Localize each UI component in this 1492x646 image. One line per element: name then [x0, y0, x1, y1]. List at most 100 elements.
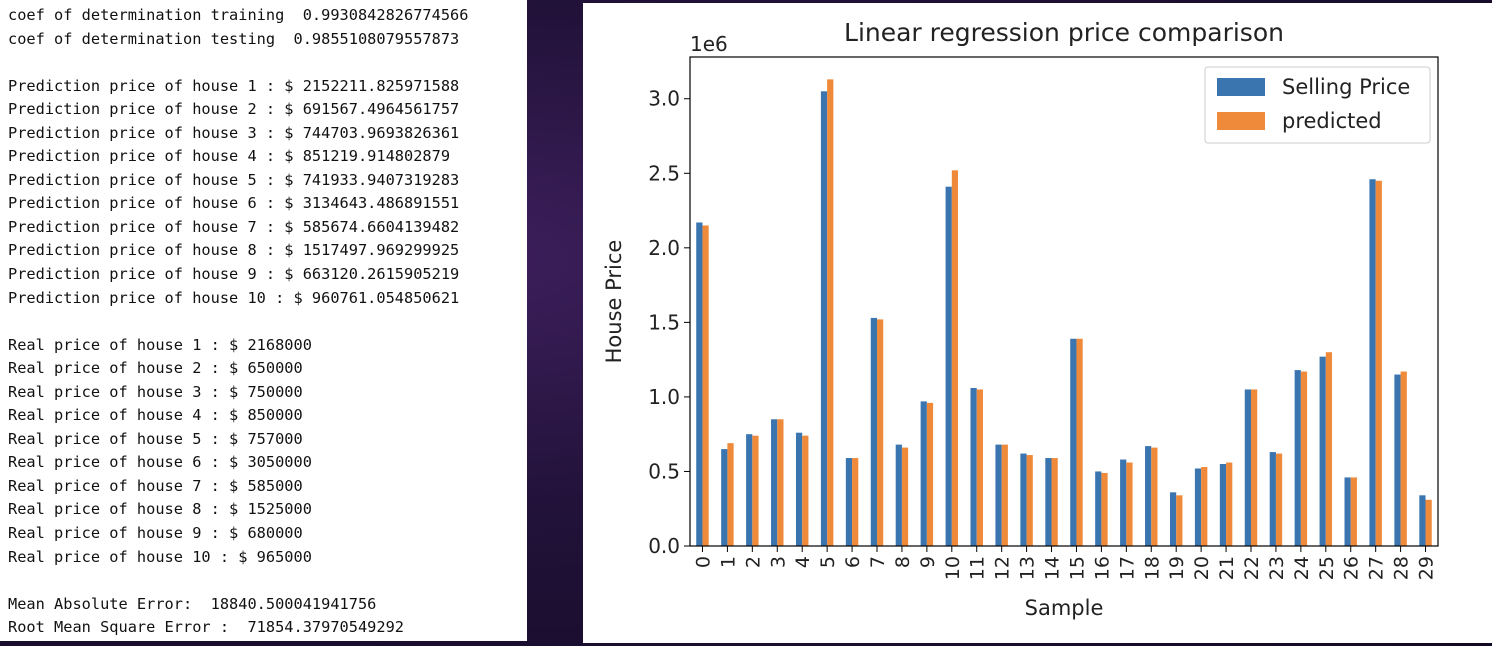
legend-label: Selling Price: [1282, 75, 1410, 99]
bar-selling-price-21: [1219, 464, 1227, 546]
x-tick-label: 26: [1341, 556, 1363, 580]
bar-selling-price-13: [1020, 453, 1027, 546]
x-tick-label: 24: [1291, 556, 1313, 580]
bar-predicted-2: [752, 435, 759, 546]
bar-selling-price-25: [1319, 356, 1326, 546]
bar-selling-price-19: [1169, 492, 1177, 546]
y-tick-label: 1.5: [648, 310, 680, 334]
x-axis-label: Sample: [1025, 596, 1104, 620]
bar-predicted-7: [877, 319, 884, 546]
bar-predicted-26: [1350, 477, 1357, 546]
real-price-line: Real price of house 3 : $ 750000: [8, 382, 303, 401]
bar-selling-price-2: [746, 434, 753, 546]
bar-selling-price-23: [1269, 452, 1276, 546]
bar-selling-price-11: [970, 387, 977, 546]
blank-line: [8, 310, 527, 334]
bar-predicted-9: [926, 402, 934, 546]
bar-predicted-6: [852, 458, 859, 546]
x-tick-label: 25: [1316, 556, 1338, 580]
bar-selling-price-7: [870, 317, 877, 546]
y-tick-label: 0.0: [648, 534, 680, 558]
console-output: coef of determination training 0.9930842…: [0, 0, 527, 641]
legend-swatch-predicted: [1217, 112, 1265, 130]
bar-predicted-4: [802, 435, 809, 546]
legend-label: predicted: [1282, 109, 1382, 133]
bar-selling-price-0: [696, 222, 703, 547]
y-tick-label: 2.5: [648, 161, 680, 185]
bar-predicted-27: [1375, 180, 1382, 547]
bar-selling-price-16: [1095, 471, 1102, 546]
real-price-line: Real price of house 8 : $ 1525000: [8, 500, 312, 519]
bar-selling-price-8: [895, 444, 902, 546]
bar-selling-price-14: [1045, 458, 1052, 546]
bar-predicted-25: [1325, 352, 1333, 546]
bar-selling-price-15: [1070, 338, 1077, 546]
chart-panel: 0.0 0.5 1.0 1.5 2.0 2.5 3.0 0 1 2 3 4 5 6 7 8 9 10 11 12 13 1…: [583, 3, 1492, 643]
x-tick-label: 7: [867, 556, 889, 568]
x-tick-label: 14: [1042, 556, 1064, 580]
x-tick-label: 8: [892, 556, 914, 568]
y-tick-label: 1.0: [648, 385, 680, 409]
bar-predicted-24: [1300, 371, 1308, 546]
bar-selling-price-22: [1244, 389, 1251, 546]
x-tick-label: 5: [817, 556, 839, 568]
bar-predicted-23: [1275, 453, 1283, 546]
prediction-line: Prediction price of house 8 : $ 1517497.…: [8, 241, 460, 260]
x-tick-label: 15: [1066, 556, 1088, 580]
bar-predicted-28: [1400, 371, 1407, 546]
bar-predicted-3: [777, 419, 784, 546]
metric-line: coef of determination training 0.9930842…: [8, 6, 469, 24]
x-tick-label: 6: [842, 556, 864, 568]
real-price-line: Real price of house 7 : $ 585000: [8, 476, 303, 495]
y-tick-label: 0.5: [648, 459, 680, 483]
bar-predicted-10: [951, 170, 959, 547]
x-tick-label: 12: [992, 556, 1014, 580]
x-tick-label: 1: [717, 556, 739, 568]
real-price-line: Real price of house 10 : $ 965000: [8, 547, 312, 566]
plot-frame: [689, 56, 1439, 547]
y-axis-label: House Price: [602, 240, 626, 364]
y-tick-label: 3.0: [648, 87, 680, 111]
bar-predicted-17: [1126, 462, 1133, 546]
bar-predicted-20: [1201, 466, 1208, 546]
bar-selling-price-18: [1145, 446, 1152, 546]
bar-selling-price-28: [1394, 374, 1401, 546]
x-tick-label: 28: [1391, 556, 1413, 580]
x-tick-label: 3: [767, 556, 789, 568]
bar-predicted-0: [702, 225, 709, 546]
bar-selling-price-4: [795, 432, 803, 546]
real-price-line: Real price of house 9 : $ 680000: [8, 524, 303, 543]
chart-title: Linear regression price comparison: [844, 18, 1284, 47]
x-tick-label: 4: [792, 556, 814, 568]
real-price-line: Real price of house 2 : $ 650000: [8, 359, 303, 378]
real-price-line: Real price of house 6 : $ 3050000: [8, 453, 312, 472]
x-tick-label: 13: [1017, 556, 1039, 580]
blank-line: [8, 51, 527, 75]
x-tick-label: 19: [1166, 556, 1188, 580]
x-tick-label: 9: [917, 556, 939, 568]
bar-selling-price-3: [771, 419, 778, 546]
prediction-line: Prediction price of house 2 : $ 691567.4…: [8, 100, 460, 119]
real-price-line: Real price of house 5 : $ 757000: [8, 429, 303, 448]
bar-selling-price-10: [945, 186, 952, 546]
bar-selling-price-6: [845, 458, 853, 546]
bar-predicted-22: [1251, 389, 1258, 546]
prediction-line: Prediction price of house 3 : $ 744703.9…: [8, 123, 460, 142]
prediction-line: Prediction price of house 9 : $ 663120.2…: [8, 265, 460, 284]
x-tick-label: 22: [1241, 556, 1263, 580]
bar-predicted-19: [1176, 495, 1183, 546]
bar-predicted-15: [1076, 338, 1083, 546]
prediction-line: Prediction price of house 6 : $ 3134643.…: [8, 194, 460, 213]
bar-chart: 0.00.51.01.52.02.53.00 1 2 3 4 5 6 7 8 9 10 11 12 13 1…: [602, 18, 1439, 620]
bar-predicted-11: [976, 389, 983, 546]
y-tick-label: 2.0: [648, 236, 680, 260]
bar-predicted-12: [1001, 444, 1008, 546]
bar-selling-price-9: [920, 401, 927, 546]
bar-selling-price-17: [1120, 459, 1127, 546]
x-tick-label: 18: [1141, 556, 1163, 580]
bar-selling-price-29: [1419, 495, 1426, 546]
y-scale-label: 1e6: [690, 32, 728, 56]
bar-selling-price-1: [721, 449, 728, 546]
x-tick-label: 0: [692, 556, 714, 568]
x-tick-label: 20: [1191, 556, 1213, 580]
